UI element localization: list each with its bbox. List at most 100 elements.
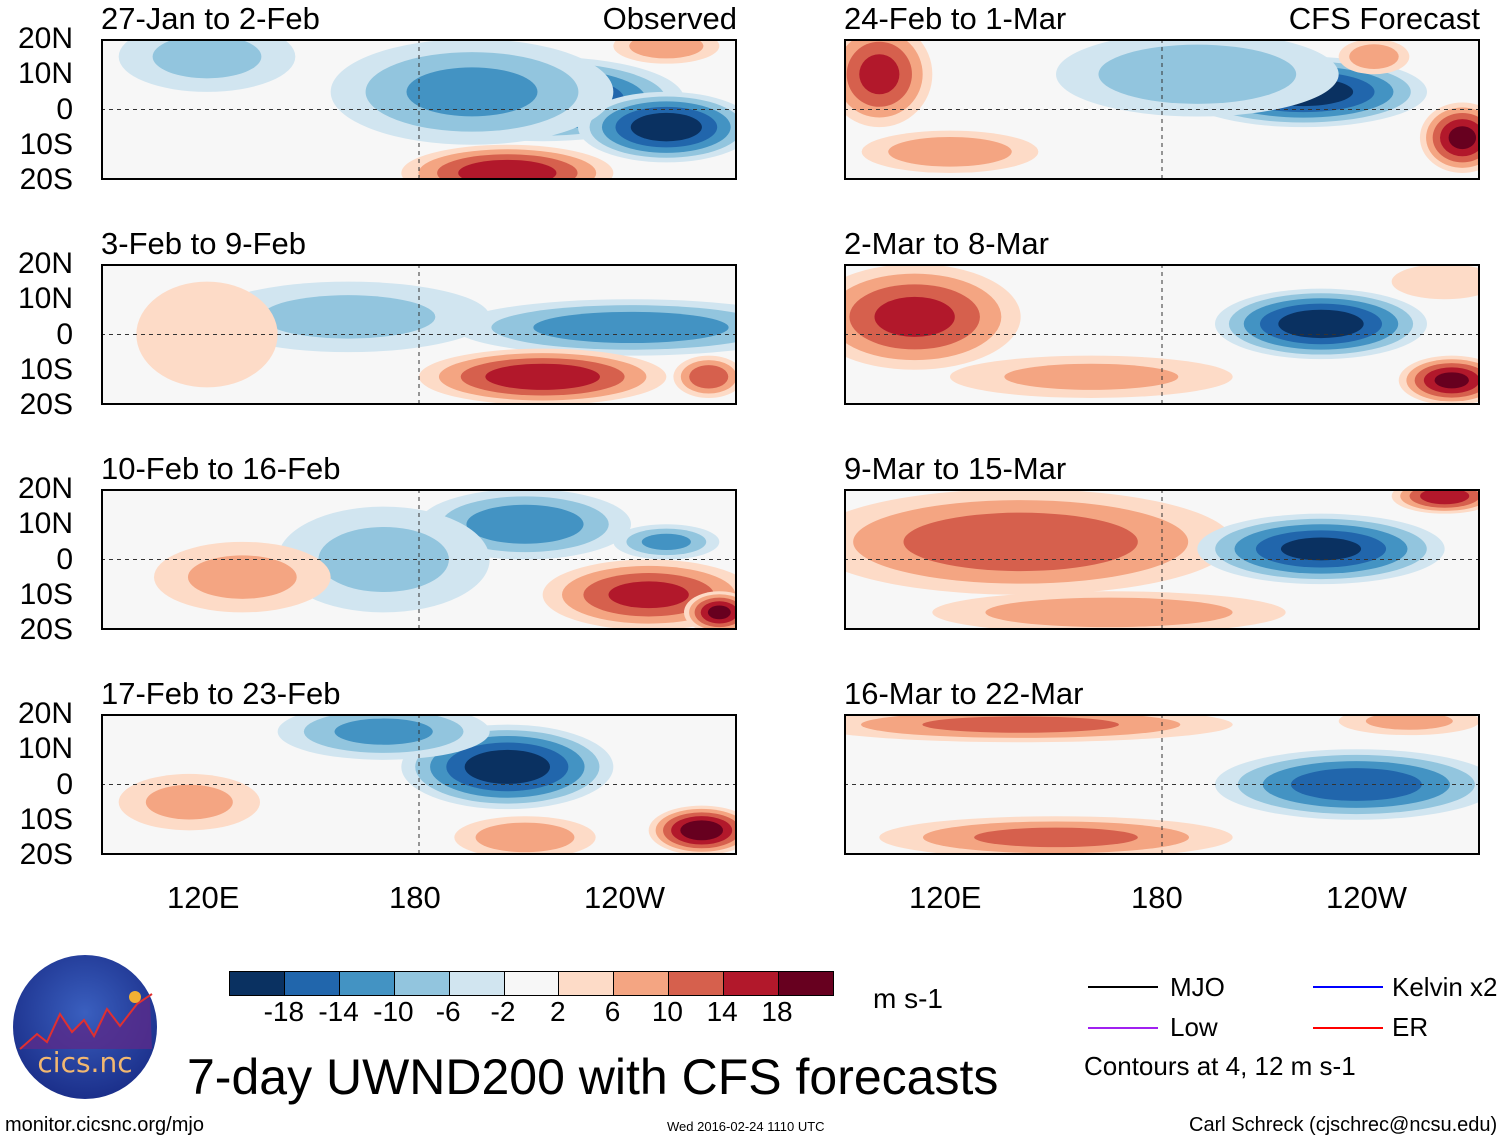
legend-line-er <box>1313 1027 1383 1029</box>
lon-label-120w-right: 120W <box>1326 880 1407 915</box>
lat-label: 20S <box>19 163 73 196</box>
figure-title: 7-day UWND200 with CFS forecasts <box>187 1049 999 1105</box>
anomaly-contour-fill <box>903 512 1138 572</box>
anomaly-contour-fill <box>985 597 1233 628</box>
colorbar-swatch <box>230 972 285 995</box>
panel-source-label: Observed <box>602 1 737 36</box>
panel-title: 16-Mar to 22-Mar <box>844 676 1084 711</box>
anomaly-contour-fill <box>1448 126 1477 150</box>
colorbar-tick-label: -6 <box>435 996 461 1027</box>
colorbar-swatch <box>724 972 780 995</box>
colorbar-tick-label: -18 <box>263 996 305 1027</box>
colorbar-swatch <box>614 972 670 995</box>
lon-label-120e-right: 120E <box>909 880 982 915</box>
logo-text: cics.nc <box>37 1046 132 1079</box>
lon-label-180-right: 180 <box>1131 880 1183 915</box>
panel-frame <box>101 264 737 405</box>
lat-label: 10S <box>19 127 73 161</box>
map-panel <box>101 714 737 855</box>
panel-title: 9-Mar to 15-Mar <box>844 451 1067 486</box>
lat-label: 20S <box>19 388 73 421</box>
colorbar-tick-label: 14 <box>706 996 738 1027</box>
lon-label-180-left: 180 <box>389 880 441 915</box>
anomaly-contour-fill <box>859 54 900 95</box>
lat-label: 20S <box>19 838 73 871</box>
timestamp: Wed 2016-02-24 1110 UTC <box>667 1119 825 1134</box>
anomaly-contour-fill <box>464 749 551 784</box>
anomaly-contour-fill <box>974 827 1138 848</box>
legend-line-kelvin <box>1313 986 1383 988</box>
anomaly-contour-fill <box>1420 489 1470 505</box>
anomaly-contour-fill <box>1280 537 1362 561</box>
anomaly-contour-fill <box>1434 372 1469 389</box>
colorbar-swatch <box>339 972 395 995</box>
lat-label: 10N <box>17 282 73 316</box>
anomaly-contour-fill <box>145 784 233 820</box>
anomaly-contour-fill <box>1365 714 1453 730</box>
lat-label: 20N <box>17 472 73 505</box>
colorbar-swatch <box>559 972 615 995</box>
cics-logo: cics.nc <box>13 955 157 1099</box>
panel-title: 3-Feb to 9-Feb <box>101 226 307 261</box>
panel-title: 27-Jan to 2-Feb <box>101 1 320 36</box>
lat-label: 0 <box>56 317 73 351</box>
anomaly-contour-fill <box>1391 264 1480 300</box>
lat-label: 0 <box>56 542 73 576</box>
anomaly-contour-fill <box>406 67 538 117</box>
panel-source-label: CFS Forecast <box>1288 1 1480 36</box>
anomaly-contour-fill <box>475 822 575 853</box>
anomaly-contour-fill <box>888 137 1012 167</box>
anomaly-contour-fill <box>261 295 436 339</box>
lon-label-120w-left: 120W <box>584 880 665 915</box>
map-panel <box>844 489 1480 630</box>
map-panel <box>844 264 1480 405</box>
anomaly-contour-fill <box>680 820 724 841</box>
colorbar-tick-label: 2 <box>550 996 566 1027</box>
anomaly-contour-fill <box>1004 363 1179 390</box>
colorbar-swatch <box>284 972 340 995</box>
anomaly-contour-fill <box>466 504 584 544</box>
panel-title: 10-Feb to 16-Feb <box>101 451 341 486</box>
colorbar-tick-label: 6 <box>604 996 621 1027</box>
colorbar-swatch <box>504 972 560 995</box>
anomaly-contour-fill <box>533 311 729 344</box>
anomaly-contour-fill <box>689 365 729 389</box>
anomaly-contour-fill <box>874 296 955 337</box>
panel-frame <box>844 489 1480 630</box>
lat-label: 20N <box>17 22 73 55</box>
colorbar-units: m s-1 <box>873 983 943 1014</box>
colorbar-swatch <box>779 972 833 995</box>
lat-label: 0 <box>56 92 73 126</box>
legend-line-mjo <box>1088 986 1158 988</box>
legend-label-low: Low <box>1170 1012 1218 1042</box>
map-panel <box>101 39 737 180</box>
colorbar-swatch <box>449 972 505 995</box>
panel-title: 17-Feb to 23-Feb <box>101 676 341 711</box>
map-panel <box>844 39 1480 180</box>
map-panel <box>101 489 737 630</box>
lat-label: 20N <box>17 697 73 730</box>
panel-frame <box>101 39 737 180</box>
lat-label: 20S <box>19 613 73 646</box>
lat-label: 10S <box>19 352 73 386</box>
panel-frame <box>844 714 1480 855</box>
anomaly-contour-fill <box>629 39 704 59</box>
legend-label-kelvin: Kelvin x2 <box>1392 972 1498 1002</box>
lat-label: 10N <box>17 732 73 766</box>
panel-frame <box>844 39 1480 180</box>
panel-title: 2-Mar to 8-Mar <box>844 226 1049 261</box>
anomaly-contour-fill <box>707 605 731 620</box>
author: Carl Schreck (cjschrec@ncsu.edu) <box>1189 1114 1498 1136</box>
anomaly-contour-fill <box>630 112 702 142</box>
anomaly-contour-fill <box>1098 44 1297 104</box>
colorbar <box>229 971 834 996</box>
colorbar-tick-label: 18 <box>761 996 793 1027</box>
source-url[interactable]: monitor.cicsnc.org/mjo <box>5 1114 204 1136</box>
anomaly-contour-fill <box>1278 309 1364 339</box>
lat-label: 20N <box>17 247 73 280</box>
anomaly-contour-fill <box>485 363 600 390</box>
lat-label: 10N <box>17 57 73 91</box>
legend-label-mjo: MJO <box>1170 972 1225 1002</box>
anomaly-contour-fill <box>458 159 557 180</box>
